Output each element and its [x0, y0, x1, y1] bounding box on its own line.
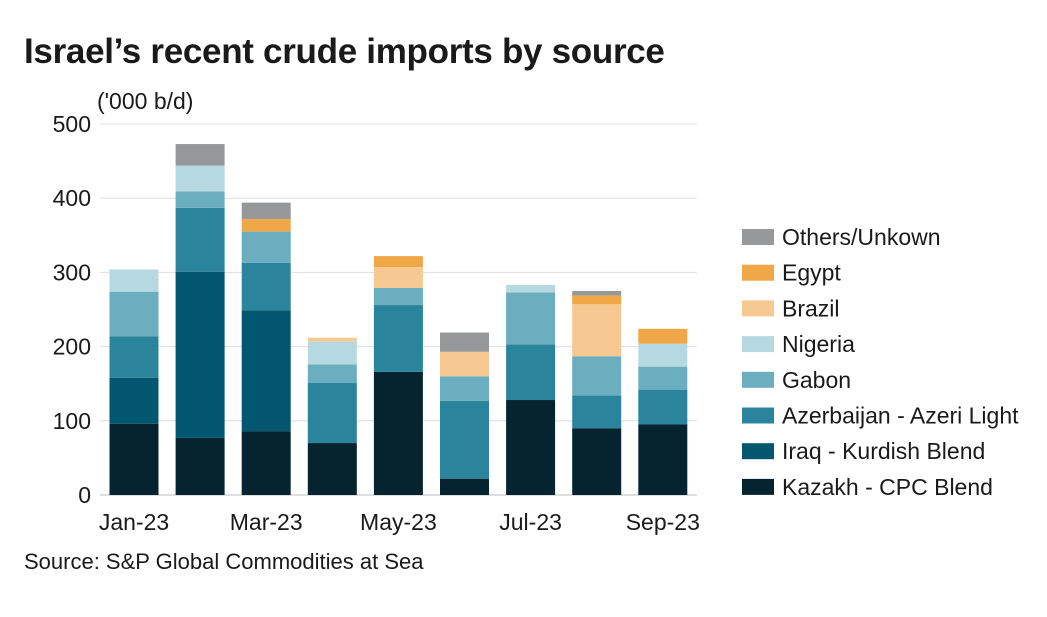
y-tick-label: 300	[53, 259, 91, 285]
bar-segment	[572, 395, 622, 429]
bar-segment	[175, 207, 225, 272]
legend-label: Iraq - Kurdish Blend	[782, 438, 985, 464]
x-tick-label: Jul-23	[499, 509, 562, 535]
bar-segment	[175, 165, 225, 192]
bar-segment	[638, 424, 688, 495]
bar-segment	[373, 371, 423, 495]
bar-segment	[241, 310, 291, 432]
bar-segment	[307, 364, 357, 383]
bar-segment	[241, 431, 291, 495]
legend-swatch	[742, 300, 774, 317]
legend-swatch	[742, 371, 774, 388]
y-axis-unit-label: ('000 b/d)	[97, 88, 193, 114]
x-tick-label: May-23	[360, 509, 437, 535]
bar-segment	[373, 305, 423, 372]
legend-swatch	[742, 478, 774, 495]
bar-segment	[175, 191, 225, 208]
source-note: Source: S&P Global Commodities at Sea	[24, 549, 424, 574]
bar-segment	[241, 262, 291, 311]
bar-segment	[307, 337, 357, 342]
x-tick-label: Jan-23	[99, 509, 169, 535]
legend-swatch	[742, 443, 774, 460]
bar-segment	[440, 478, 489, 495]
bar-segment	[572, 295, 622, 305]
bars	[109, 144, 688, 495]
bar-segment	[440, 376, 489, 401]
bar-segment	[307, 341, 357, 365]
bar-segment	[572, 304, 622, 357]
bar-segment	[440, 332, 489, 352]
chart-title: Israel’s recent crude imports by source	[24, 32, 665, 71]
x-tick-label: Sep-23	[626, 509, 700, 535]
bar-segment	[506, 344, 556, 401]
bar-segment	[506, 400, 556, 495]
bar-segment	[440, 400, 489, 479]
y-tick-label: 500	[53, 111, 91, 137]
y-tick-label: 400	[53, 185, 91, 211]
y-tick-label: 100	[53, 408, 91, 434]
bar-segment	[241, 202, 291, 219]
y-tick-label: 200	[53, 334, 91, 360]
legend-swatch	[742, 229, 774, 245]
bar-segment	[109, 291, 159, 337]
legend-label: Brazil	[782, 295, 840, 321]
legend-label: Azerbaijan - Azeri Light	[782, 403, 1019, 429]
bar-segment	[175, 144, 225, 166]
legend-swatch	[742, 264, 774, 281]
bar-segment	[373, 256, 423, 268]
legend-label: Kazakh - CPC Blend	[782, 474, 993, 500]
y-tick-label: 0	[78, 482, 91, 508]
legend-swatch	[742, 336, 774, 353]
legend-label: Others/Unkown	[782, 224, 941, 250]
x-tick-label: Mar-23	[230, 509, 303, 535]
y-axis-ticks: 0 100 200 300 400 500	[53, 111, 91, 508]
bar-segment	[373, 287, 423, 306]
bar-segment	[307, 382, 357, 444]
bar-segment	[638, 343, 688, 367]
bar-segment	[307, 443, 357, 495]
bar-segment	[572, 428, 622, 495]
bar-segment	[109, 377, 159, 424]
legend-label: Gabon	[782, 367, 851, 393]
bar-segment	[638, 366, 688, 390]
bar-segment	[506, 292, 556, 345]
bar-segment	[241, 231, 291, 263]
bar-segment	[109, 336, 159, 378]
bar-segment	[109, 423, 159, 495]
bar-segment	[572, 290, 622, 296]
legend-label: Nigeria	[782, 331, 855, 357]
bar-segment	[373, 267, 423, 288]
legend: Others/Unkown Egypt Brazil Nigeria Gabon Azer…	[742, 224, 1019, 500]
bar-segment	[175, 271, 225, 438]
legend-swatch	[742, 407, 774, 424]
bar-segment	[572, 356, 622, 396]
bar-segment	[109, 269, 159, 292]
x-axis-ticks: Jan-23 Mar-23 May-23 Jul-23 Sep-23	[99, 509, 700, 535]
legend-label: Egypt	[782, 260, 841, 286]
bar-segment	[638, 389, 688, 425]
bar-segment	[175, 437, 225, 495]
bar-segment	[241, 218, 291, 232]
bar-segment	[638, 328, 688, 344]
bar-segment	[506, 285, 556, 293]
bar-segment	[440, 351, 489, 377]
